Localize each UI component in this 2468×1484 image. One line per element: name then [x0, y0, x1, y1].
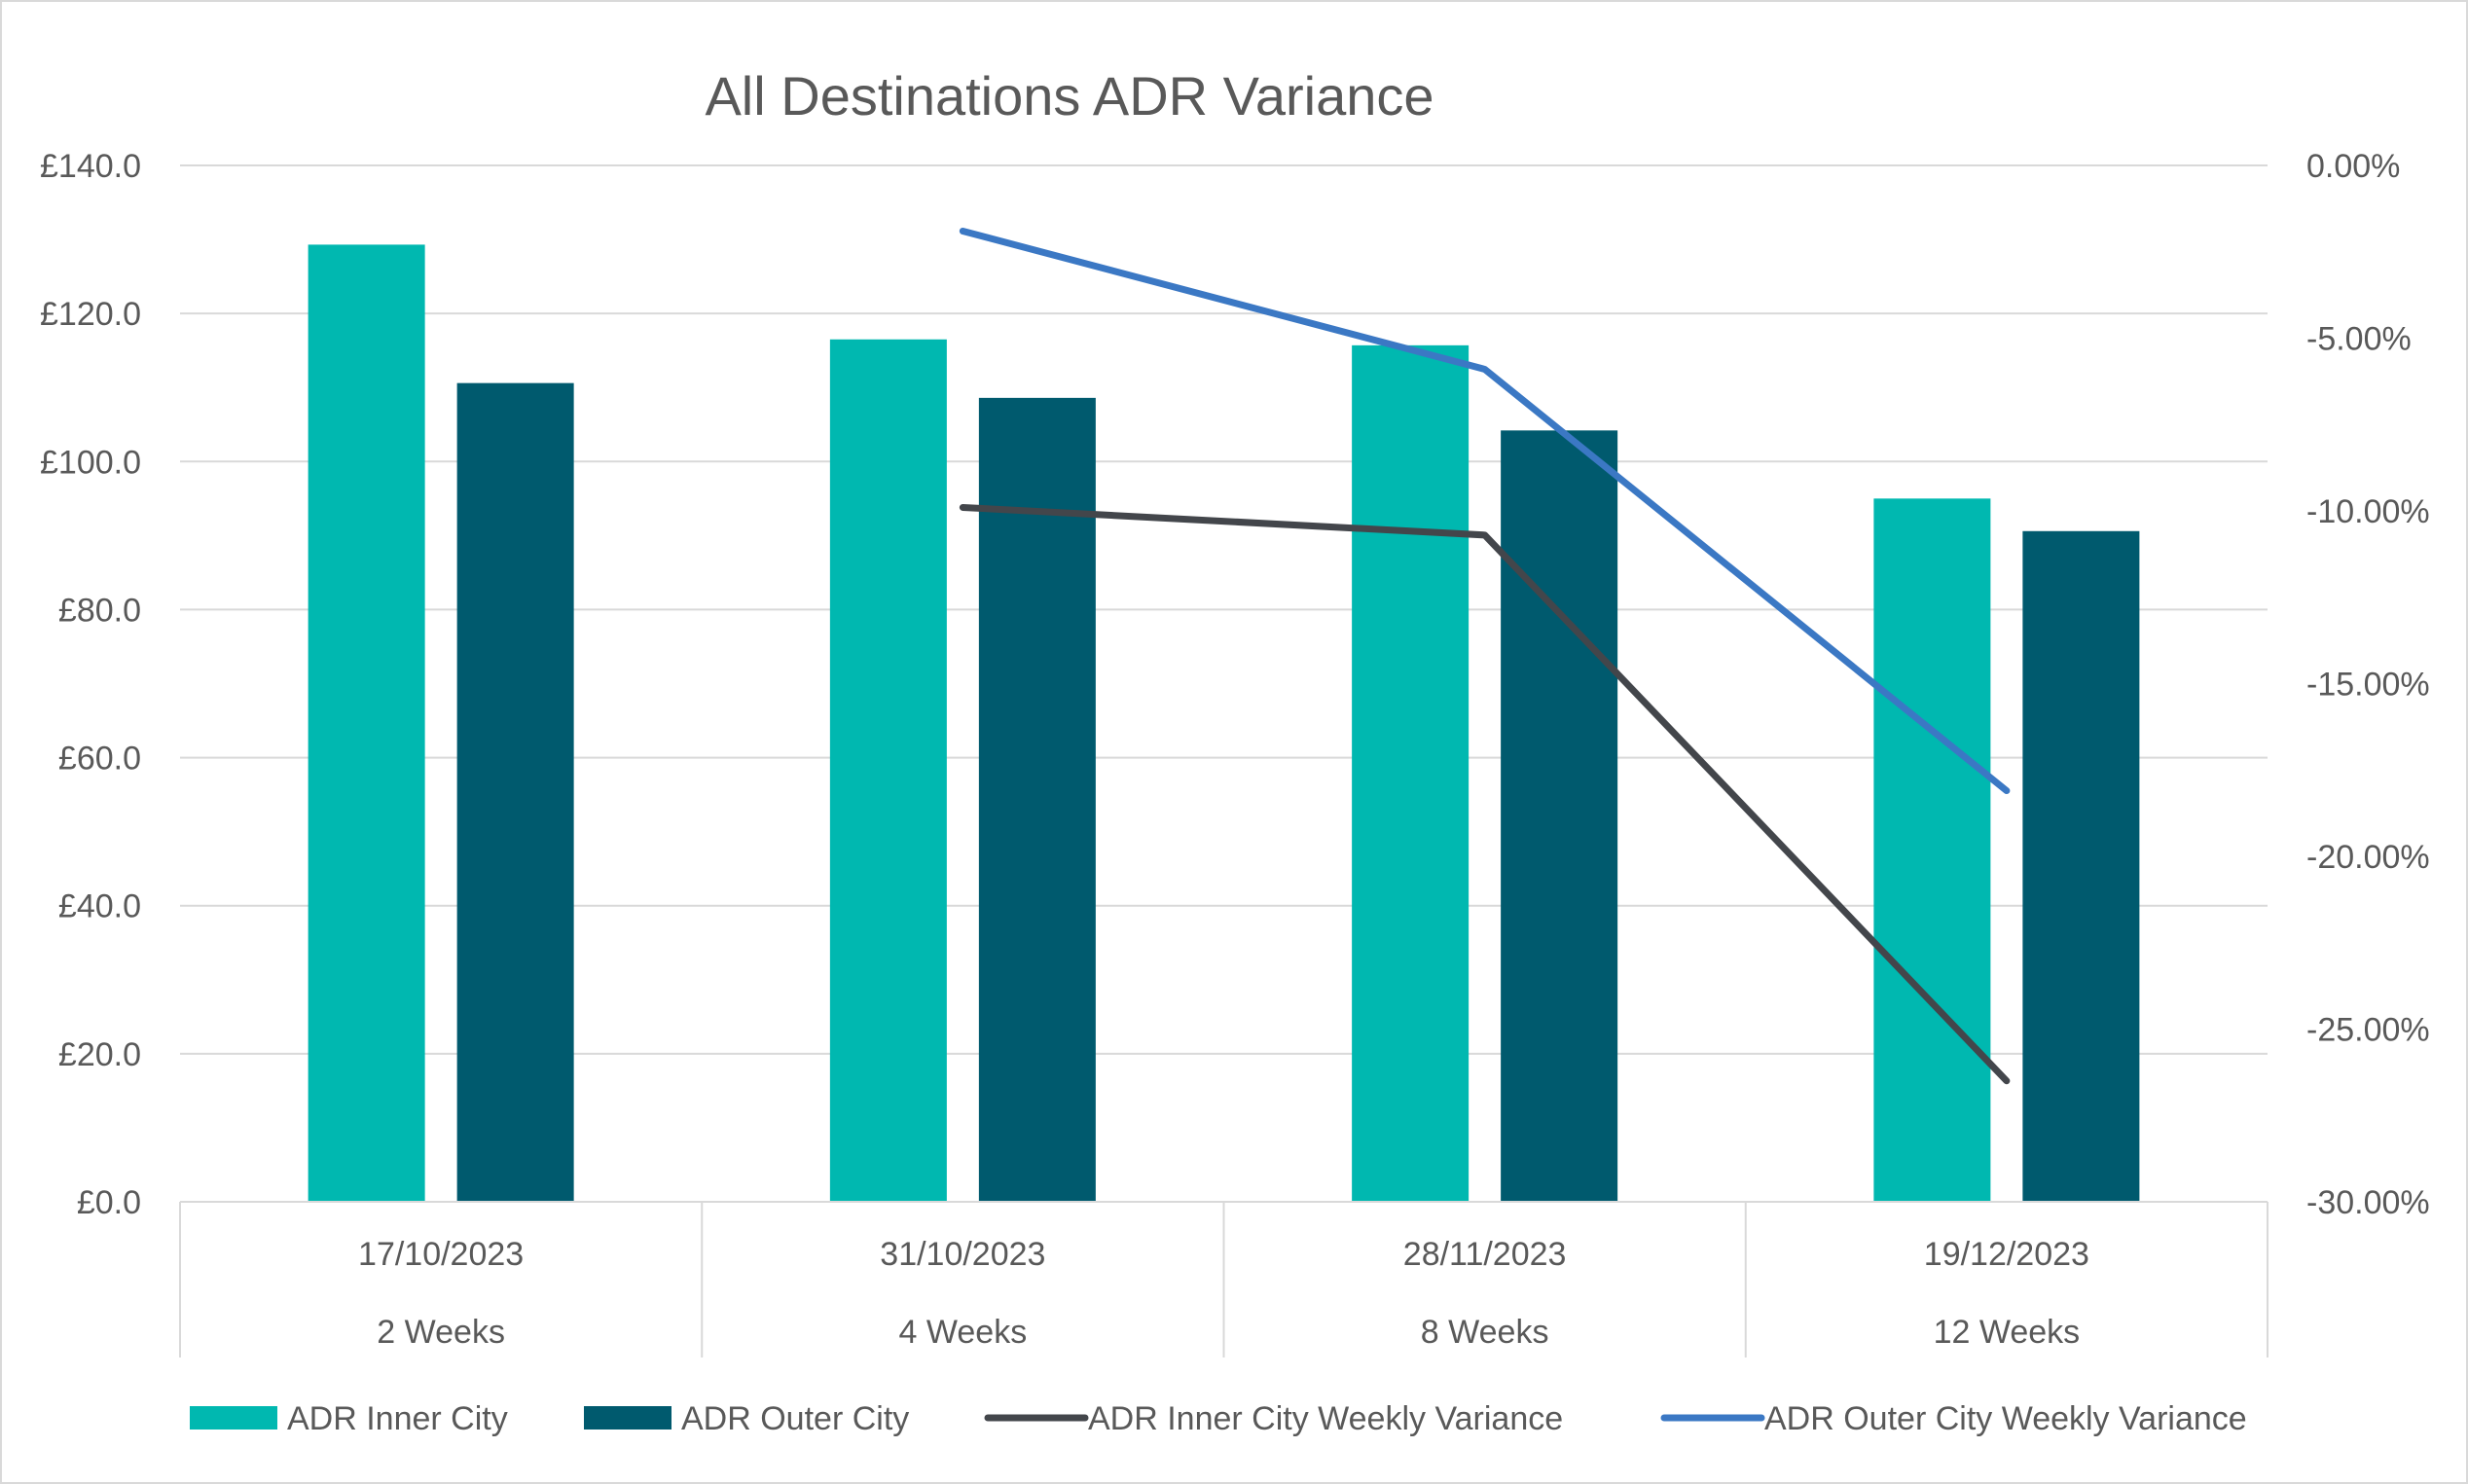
bar: [829, 339, 947, 1203]
x-tick-label-period: 2 Weeks: [377, 1314, 505, 1351]
bars: [308, 244, 2140, 1203]
y-left-tick-label: £100.0: [40, 444, 141, 481]
variance-lines: [959, 227, 2011, 1085]
legend-label: ADR Inner City Weekly Variance: [1088, 1400, 1563, 1437]
x-tick-label-date: 19/12/2023: [1924, 1236, 2089, 1273]
y-right-tick-label: 0.00%: [2306, 148, 2400, 185]
legend-label: ADR Inner City: [287, 1400, 508, 1437]
y-right-tick-label: -10.00%: [2306, 493, 2430, 530]
legend-swatch: [584, 1406, 671, 1430]
x-tick-label-period: 4 Weeks: [899, 1314, 1028, 1351]
variance-line: [959, 227, 2011, 795]
bar: [456, 382, 574, 1202]
y-right-tick-label: -15.00%: [2306, 667, 2430, 704]
chart-title: All Destinations ADR Variance: [705, 65, 1434, 127]
bar: [308, 244, 425, 1202]
axes: £0.0 £20.0 £40.0 £60.0 £80.0 £100.0 £120.0 £140…: [40, 148, 2430, 1357]
variance-line: [959, 503, 2011, 1085]
legend: ADR Inner City ADR Outer City ADR Inner Ci…: [190, 1400, 2247, 1437]
y-left-tick-label: £80.0: [58, 592, 141, 629]
y-left-tick-label: £40.0: [58, 888, 141, 925]
y-left-tick-label: £140.0: [40, 148, 141, 185]
y-left-tick-label: £120.0: [40, 296, 141, 333]
y-left-tick-label: £20.0: [58, 1036, 141, 1073]
x-tick-label-date: 31/10/2023: [880, 1236, 1045, 1273]
y-right-tick-label: -30.00%: [2306, 1184, 2430, 1221]
y-left-tick-label: £60.0: [58, 741, 141, 778]
legend-swatch: [190, 1406, 277, 1430]
bar: [2022, 530, 2140, 1202]
bar: [1873, 498, 1991, 1202]
legend-label: ADR Outer City: [681, 1400, 909, 1437]
x-tick-label-period: 12 Weeks: [1934, 1314, 2081, 1351]
y-right-tick-label: -5.00%: [2306, 321, 2412, 358]
y-left-tick-label: £0.0: [77, 1184, 141, 1221]
bar: [1352, 344, 1470, 1202]
x-tick-label-date: 17/10/2023: [358, 1236, 524, 1273]
legend-label: ADR Outer City Weekly Variance: [1764, 1400, 2247, 1437]
y-right-tick-label: -20.00%: [2306, 839, 2430, 876]
x-tick-label-date: 28/11/2023: [1403, 1236, 1567, 1273]
y-right-tick-label: -25.00%: [2306, 1012, 2430, 1049]
x-tick-label-period: 8 Weeks: [1421, 1314, 1549, 1351]
bar: [978, 397, 1096, 1203]
bar: [1501, 430, 1618, 1203]
